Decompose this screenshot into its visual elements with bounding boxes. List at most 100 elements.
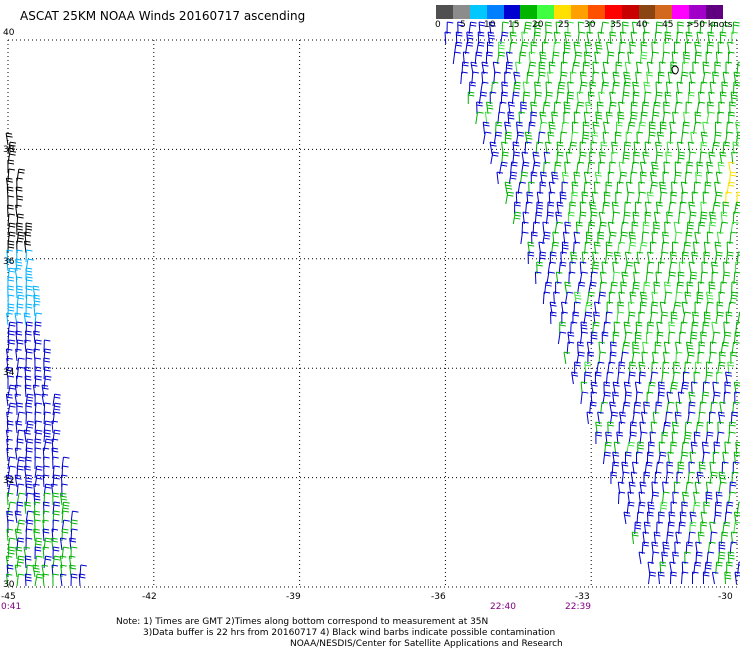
wind-barb-flag bbox=[674, 221, 681, 224]
wind-barb-flag bbox=[610, 34, 617, 37]
wind-barb-flag bbox=[661, 314, 668, 317]
wind-barb-flag bbox=[9, 321, 16, 324]
wind-barb-flag bbox=[717, 231, 724, 234]
wind-barb-flag bbox=[711, 474, 718, 477]
wind-barb-flag bbox=[734, 511, 740, 514]
wind-barb-flag bbox=[695, 121, 702, 124]
wind-barb bbox=[653, 532, 656, 545]
wind-barb-flag bbox=[525, 134, 532, 137]
wind-barb bbox=[577, 341, 579, 355]
wind-barb-flag bbox=[8, 168, 15, 171]
wind-barb-flag bbox=[494, 71, 501, 74]
wind-barb-flag bbox=[578, 284, 585, 287]
wind-barb-flag bbox=[643, 21, 650, 24]
wind-barb-flag bbox=[573, 171, 581, 174]
lat-label-34: 34 bbox=[3, 368, 15, 378]
wind-barb-flag bbox=[665, 151, 672, 154]
wind-barb bbox=[7, 502, 11, 515]
wind-barb-flag bbox=[628, 501, 635, 504]
wind-barb-flag bbox=[25, 222, 33, 225]
wind-barb-flag bbox=[726, 314, 733, 317]
wind-barb-flag bbox=[635, 331, 642, 334]
wind-barb bbox=[714, 501, 717, 515]
wind-barb-flag bbox=[610, 351, 617, 354]
wind-barb-flag bbox=[717, 301, 724, 304]
wind-barb-flag bbox=[580, 261, 587, 264]
wind-barb-flag bbox=[606, 311, 613, 314]
wind-barb-flag bbox=[672, 111, 679, 114]
wind-barb-flag bbox=[477, 44, 485, 47]
wind-barb-flag bbox=[9, 483, 16, 486]
legend-swatch bbox=[706, 5, 723, 19]
wind-barb-flag bbox=[711, 531, 718, 534]
wind-barb bbox=[635, 72, 638, 85]
wind-barb-flag bbox=[620, 174, 627, 177]
wind-barb bbox=[719, 222, 723, 235]
wind-barb-flag bbox=[16, 549, 23, 552]
wind-barb-flag bbox=[718, 41, 725, 44]
wind-barb bbox=[14, 565, 18, 578]
wind-barb-flag bbox=[653, 551, 660, 554]
wind-barb-flag bbox=[709, 411, 716, 414]
wind-barb-flag bbox=[6, 528, 14, 531]
wind-barb-flag bbox=[724, 384, 732, 387]
wind-barb-flag bbox=[684, 241, 691, 244]
wind-barb-flag bbox=[683, 371, 690, 374]
legend-swatch bbox=[503, 5, 521, 19]
wind-barb-flag bbox=[629, 484, 636, 487]
wind-barb-flag bbox=[704, 451, 711, 454]
wind-barb-flag bbox=[728, 51, 735, 54]
wind-barb bbox=[667, 72, 671, 85]
wind-barb-flag bbox=[8, 246, 15, 249]
legend-label-0: 0 bbox=[435, 20, 441, 30]
wind-barb-flag bbox=[641, 297, 648, 300]
wind-barb-flag bbox=[33, 567, 40, 570]
wind-barb bbox=[566, 341, 569, 355]
wind-barb-flag bbox=[539, 111, 546, 114]
wind-barb-flag bbox=[677, 281, 684, 284]
map-title: ASCAT 25KM NOAA Winds 20160717 ascending bbox=[20, 9, 306, 23]
wind-barb-flag bbox=[25, 402, 32, 405]
wind-barb-flag bbox=[707, 164, 714, 167]
wind-barb-flag bbox=[706, 491, 713, 494]
wind-barb-flag bbox=[709, 461, 717, 464]
wind-barb bbox=[715, 172, 719, 185]
wind-barb-flag bbox=[80, 564, 87, 567]
wind-barb bbox=[600, 22, 604, 35]
wind-barb-flag bbox=[700, 21, 708, 24]
wind-barb-flag bbox=[713, 441, 721, 444]
wind-barb-flag bbox=[539, 131, 546, 134]
wind-barb-flag bbox=[675, 414, 682, 417]
wind-barb-flag bbox=[33, 528, 40, 531]
wind-barb-flag bbox=[564, 41, 571, 44]
wind-barb-flag bbox=[608, 51, 615, 54]
wind-barb bbox=[630, 101, 633, 115]
wind-barb-flag bbox=[563, 231, 570, 234]
wind-barb-flag bbox=[592, 267, 599, 270]
wind-barb-flag bbox=[689, 451, 697, 454]
wind-barb-flag bbox=[635, 521, 642, 524]
wind-barb-flag bbox=[514, 201, 521, 204]
wind-barb-flag bbox=[620, 281, 627, 284]
wind-barb-flag bbox=[14, 267, 22, 270]
wind-barb-flag bbox=[567, 291, 574, 294]
wind-barb-flag bbox=[53, 408, 60, 411]
wind-barb bbox=[512, 141, 515, 155]
wind-barb-flag bbox=[713, 144, 720, 147]
wind-barb-flag bbox=[489, 141, 497, 144]
wind-barb-flag bbox=[624, 324, 631, 327]
wind-barb-flag bbox=[668, 401, 675, 404]
wind-barb-flag bbox=[18, 573, 25, 576]
wind-barb-flag bbox=[570, 144, 577, 147]
wind-barb-flag bbox=[583, 124, 590, 127]
wind-barb bbox=[609, 402, 613, 415]
wind-barb-flag bbox=[512, 21, 520, 24]
wind-barb-flag bbox=[687, 347, 694, 350]
wind-barb-flag bbox=[658, 261, 665, 264]
wind-barb-flag bbox=[71, 528, 78, 531]
wind-barb bbox=[651, 552, 654, 565]
wind-barb-flag bbox=[649, 134, 656, 137]
wind-barb-flag bbox=[581, 381, 588, 384]
wind-barb-flag bbox=[683, 121, 690, 124]
wind-barb-flag bbox=[515, 61, 522, 64]
